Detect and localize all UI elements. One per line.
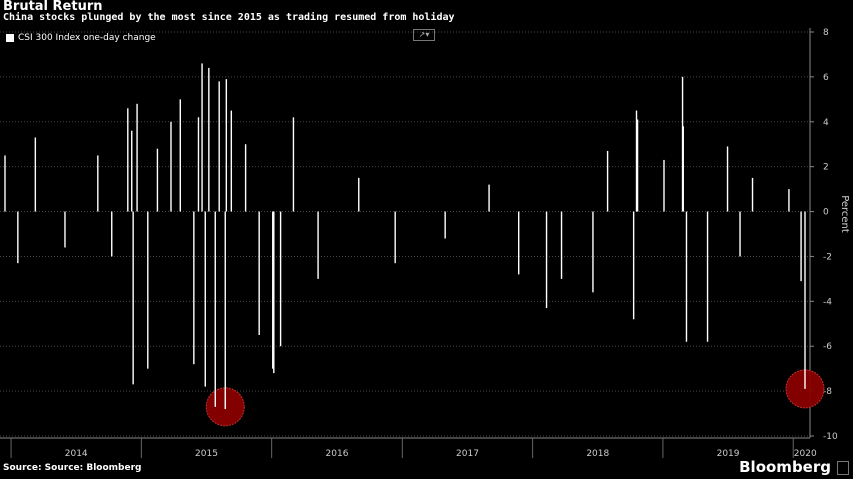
data-bar bbox=[751, 177, 754, 212]
data-bar bbox=[545, 211, 548, 309]
data-bar bbox=[111, 211, 113, 257]
y-tick-label: -10 bbox=[823, 432, 838, 442]
data-bar bbox=[156, 148, 159, 212]
data-bar bbox=[4, 155, 6, 212]
data-bar bbox=[560, 211, 563, 279]
data-bar bbox=[225, 79, 228, 212]
y-tick-label: 0 bbox=[823, 208, 829, 218]
y-tick-label: 8 bbox=[823, 28, 829, 38]
data-bar bbox=[804, 211, 806, 389]
data-bar bbox=[681, 76, 684, 212]
data-bar bbox=[97, 155, 99, 212]
y-tick-label: -2 bbox=[823, 252, 832, 262]
data-bar bbox=[131, 130, 133, 212]
x-tick-label: 2019 bbox=[717, 449, 740, 459]
data-bar bbox=[193, 211, 195, 365]
data-bar bbox=[682, 126, 684, 212]
data-bar bbox=[606, 150, 609, 212]
legend-swatch bbox=[6, 34, 14, 42]
data-bar bbox=[635, 110, 638, 212]
bar-chart-icon bbox=[837, 461, 849, 475]
data-bar bbox=[272, 211, 274, 369]
data-bar bbox=[258, 211, 260, 335]
data-bar bbox=[685, 211, 688, 342]
data-bar bbox=[201, 63, 203, 212]
data-bar bbox=[224, 211, 226, 410]
data-bar bbox=[64, 211, 66, 248]
data-bar bbox=[279, 211, 282, 347]
x-tick-label: 2015 bbox=[195, 449, 218, 459]
data-bar bbox=[244, 144, 247, 212]
data-bar bbox=[788, 189, 790, 212]
y-tick-label: 4 bbox=[823, 118, 829, 128]
y-axis-label: Percent bbox=[839, 195, 850, 233]
x-tick-label: 2014 bbox=[65, 449, 88, 459]
data-bar bbox=[147, 211, 149, 369]
data-bar bbox=[444, 211, 446, 239]
chart-subtitle: China stocks plunged by the most since 2… bbox=[3, 12, 455, 23]
data-bar bbox=[218, 81, 220, 212]
data-bar bbox=[292, 117, 295, 212]
data-bar bbox=[706, 211, 709, 342]
data-bar bbox=[136, 103, 138, 212]
data-bar bbox=[132, 211, 134, 385]
data-bar bbox=[208, 67, 210, 212]
data-bar bbox=[214, 211, 216, 407]
data-bar bbox=[358, 177, 360, 212]
data-bar bbox=[34, 137, 37, 212]
data-bar bbox=[170, 121, 172, 212]
data-bar bbox=[800, 211, 802, 282]
data-bar bbox=[179, 99, 181, 212]
data-bar bbox=[127, 108, 129, 212]
bloomberg-logo: Bloomberg bbox=[739, 458, 831, 476]
x-tick-label: 2020 bbox=[794, 449, 817, 459]
y-tick-label: -6 bbox=[823, 342, 832, 352]
y-tick-label: 6 bbox=[823, 73, 829, 83]
data-bar bbox=[230, 110, 233, 212]
legend-label: CSI 300 Index one-day change bbox=[18, 33, 156, 43]
data-bar bbox=[317, 211, 319, 279]
y-tick-label: -4 bbox=[823, 297, 832, 307]
data-bar bbox=[517, 211, 520, 275]
chart-title: Brutal Return bbox=[3, 0, 103, 14]
chart-type-icon[interactable]: ↗▾ bbox=[413, 29, 435, 41]
data-bar bbox=[636, 119, 639, 212]
data-bar bbox=[592, 211, 594, 293]
source-note: Source: Source: Bloomberg bbox=[3, 463, 142, 473]
legend: CSI 300 Index one-day change bbox=[6, 33, 156, 43]
data-bar bbox=[394, 211, 396, 264]
y-tick-label: -8 bbox=[823, 387, 832, 397]
data-bar bbox=[632, 211, 635, 320]
data-bar bbox=[273, 211, 275, 374]
x-tick-label: 2017 bbox=[456, 449, 479, 459]
data-bar bbox=[488, 184, 490, 212]
data-bar bbox=[739, 211, 741, 257]
data-bar bbox=[17, 211, 19, 264]
x-tick-label: 2018 bbox=[586, 449, 609, 459]
data-bar bbox=[726, 146, 729, 212]
data-bar bbox=[204, 211, 206, 387]
y-tick-label: 2 bbox=[823, 163, 829, 173]
data-bar bbox=[663, 159, 665, 212]
data-bar bbox=[197, 117, 200, 212]
x-tick-label: 2016 bbox=[326, 449, 349, 459]
